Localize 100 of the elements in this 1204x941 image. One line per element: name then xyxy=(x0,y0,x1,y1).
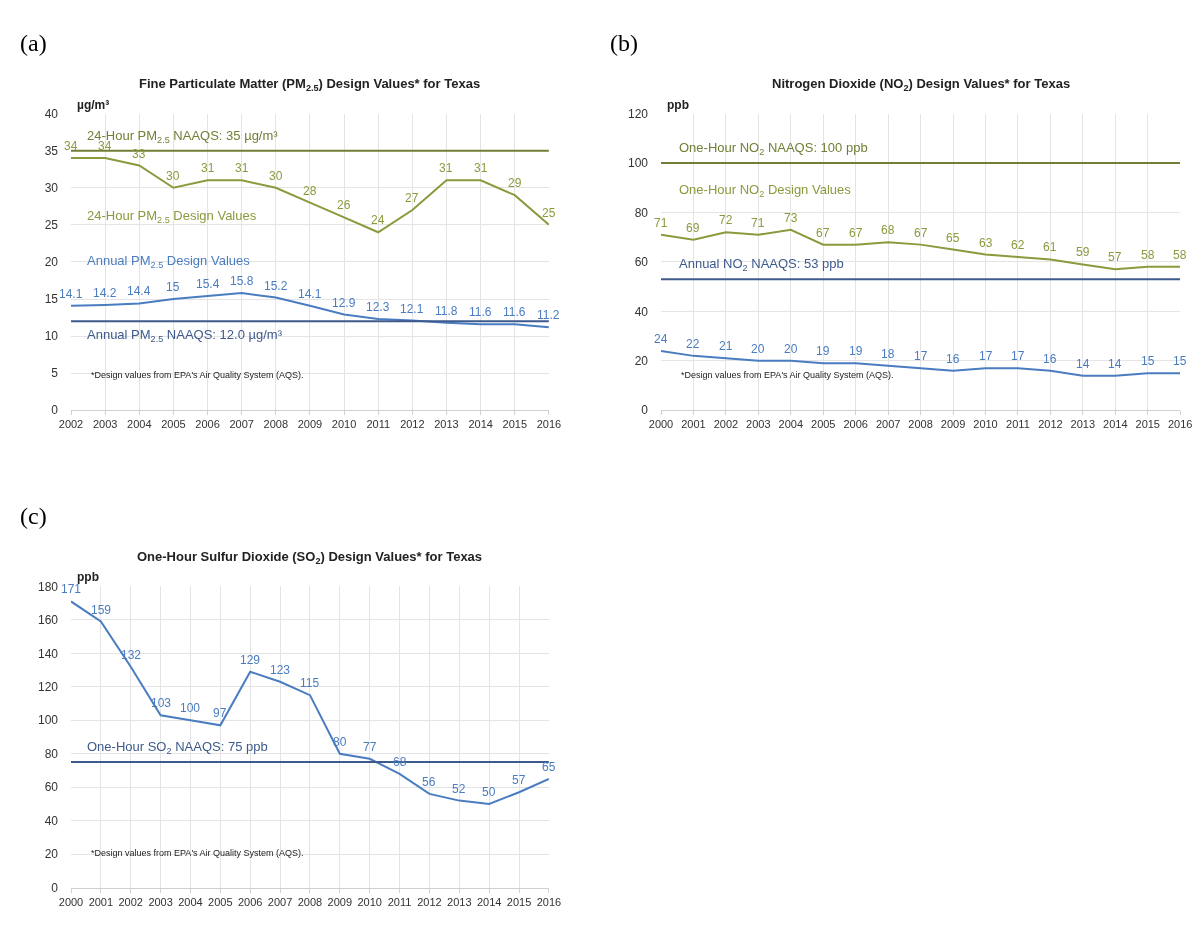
data-label: 24 xyxy=(371,213,385,227)
x-tick-label: 2002 xyxy=(713,418,739,431)
annotation: *Design values from EPA's Air Quality System (AQS). xyxy=(91,370,304,380)
x-tick-label: 2003 xyxy=(148,895,173,908)
x-tick-label: 2013 xyxy=(447,895,472,908)
x-tick-label: 2007 xyxy=(229,418,254,431)
data-label: 50 xyxy=(482,785,496,799)
y-tick-label: 0 xyxy=(641,403,649,418)
data-label: 57 xyxy=(1108,250,1122,264)
text: One-Hour NO$_{2}$ Design Values xyxy=(679,182,852,199)
data-label: 14.1 xyxy=(59,287,83,301)
series-label: 24-Hour PM$_{2.5}$ Design Values xyxy=(87,208,257,225)
data-label: 67 xyxy=(816,226,830,240)
data-label: 12.3 xyxy=(366,300,390,314)
y-tick-label: 80 xyxy=(44,746,59,761)
y-tick-label: 120 xyxy=(627,106,649,121)
y-tick-label: 60 xyxy=(634,255,649,270)
x-tick-label: 2010 xyxy=(331,418,357,431)
data-label: 59 xyxy=(1076,245,1090,259)
y-tick-label: 40 xyxy=(634,304,649,319)
y-tick-label: 30 xyxy=(44,180,59,195)
x-tick-label: 2012 xyxy=(1038,418,1063,431)
x-tick-label: 2015 xyxy=(502,418,527,431)
data-label: 30 xyxy=(269,169,283,183)
data-label: 15 xyxy=(166,280,180,294)
y-tick-label: 60 xyxy=(44,780,59,795)
x-tick-label: 2015 xyxy=(506,895,532,908)
x-tick-label: 2012 xyxy=(417,895,442,908)
chart-title: Fine Particulate Matter (PM$_{2.5}$) Design Values* for Texas xyxy=(139,76,481,93)
x-tick-label: 2001 xyxy=(88,895,114,908)
x-tick-label: 2012 xyxy=(400,418,425,431)
data-label: 58 xyxy=(1141,248,1155,262)
x-tick-label: 2014 xyxy=(468,418,493,431)
x-tick-label: 2009 xyxy=(297,418,323,431)
annotation: *Design values from EPA's Air Quality System (AQS). xyxy=(681,370,894,380)
x-tick-label: 2000 xyxy=(58,895,84,908)
x-tick-label: 2000 xyxy=(648,418,674,431)
data-label: 31 xyxy=(439,161,453,175)
data-label: 58 xyxy=(1173,248,1187,262)
y-tick-label: 160 xyxy=(37,613,59,628)
data-label: 97 xyxy=(213,706,227,720)
data-label: 11.6 xyxy=(503,305,526,319)
x-tick-label: 2013 xyxy=(434,418,459,431)
x-tick-label: 2008 xyxy=(263,418,289,431)
y-axis-title: ppb xyxy=(77,570,99,584)
data-label: 19 xyxy=(849,344,863,358)
y-tick-label: 140 xyxy=(37,646,59,661)
data-label: 72 xyxy=(719,213,733,227)
data-label: 34 xyxy=(64,139,78,153)
data-label: 24 xyxy=(654,332,668,346)
y-axis-title: µg/m³ xyxy=(77,98,110,112)
data-label: 14.4 xyxy=(127,284,151,298)
data-label: 65 xyxy=(542,760,556,774)
data-label: 14 xyxy=(1076,357,1090,371)
data-label: 115 xyxy=(300,676,320,690)
ref-line-label: One-Hour NO$_{2}$ NAAQS: 100 ppb xyxy=(679,140,868,157)
series-label: Annual PM$_{2.5}$ Design Values xyxy=(87,253,251,270)
x-tick-label: 2002 xyxy=(118,895,143,908)
data-label: 62 xyxy=(1011,238,1025,252)
data-label: 15.4 xyxy=(196,277,220,291)
y-tick-label: 35 xyxy=(44,143,59,158)
text: (a) xyxy=(20,30,47,56)
x-tick-label: 2007 xyxy=(267,895,293,908)
data-label: 71 xyxy=(751,216,765,230)
data-label: 17 xyxy=(979,349,993,363)
y-tick-label: 80 xyxy=(634,205,649,220)
data-label: 28 xyxy=(303,184,317,198)
data-label: 56 xyxy=(422,775,436,789)
x-tick-label: 2008 xyxy=(908,418,933,431)
x-tick-label: 2005 xyxy=(161,418,186,431)
data-label: 65 xyxy=(946,231,960,245)
x-tick-label: 2016 xyxy=(536,895,562,908)
y-tick-label: 10 xyxy=(44,329,59,344)
x-tick-label: 2006 xyxy=(237,895,263,908)
data-label: 129 xyxy=(240,653,261,667)
y-tick-label: 40 xyxy=(44,106,59,121)
x-tick-label: 2004 xyxy=(178,895,203,908)
y-tick-label: 0 xyxy=(51,403,59,418)
y-tick-label: 120 xyxy=(37,680,59,695)
x-tick-label: 2014 xyxy=(476,895,502,908)
data-label: 123 xyxy=(270,663,291,677)
data-label: 18 xyxy=(881,347,895,361)
y-tick-label: 180 xyxy=(37,579,59,594)
data-label: 159 xyxy=(91,603,112,617)
x-tick-label: 2008 xyxy=(297,895,323,908)
x-tick-label: 2010 xyxy=(973,418,998,431)
x-tick-label: 2014 xyxy=(1103,418,1128,431)
x-tick-label: 2006 xyxy=(843,418,868,431)
x-tick-label: 2005 xyxy=(811,418,836,431)
data-label: 16 xyxy=(946,352,960,366)
data-label: 11.6 xyxy=(469,305,492,319)
ref-line-label: Annual NO$_{2}$ NAAQS: 53 ppb xyxy=(679,256,844,273)
y-axis-title: ppb xyxy=(667,98,689,112)
data-label: 14.1 xyxy=(298,287,322,301)
data-label: 67 xyxy=(914,226,928,240)
data-label: 31 xyxy=(235,161,249,175)
ref-line-label: One-Hour SO$_{2}$ NAAQS: 75 ppb xyxy=(87,739,268,756)
x-tick-label: 2003 xyxy=(746,418,771,431)
data-label: 12.9 xyxy=(332,296,356,310)
y-tick-label: 100 xyxy=(37,713,59,728)
